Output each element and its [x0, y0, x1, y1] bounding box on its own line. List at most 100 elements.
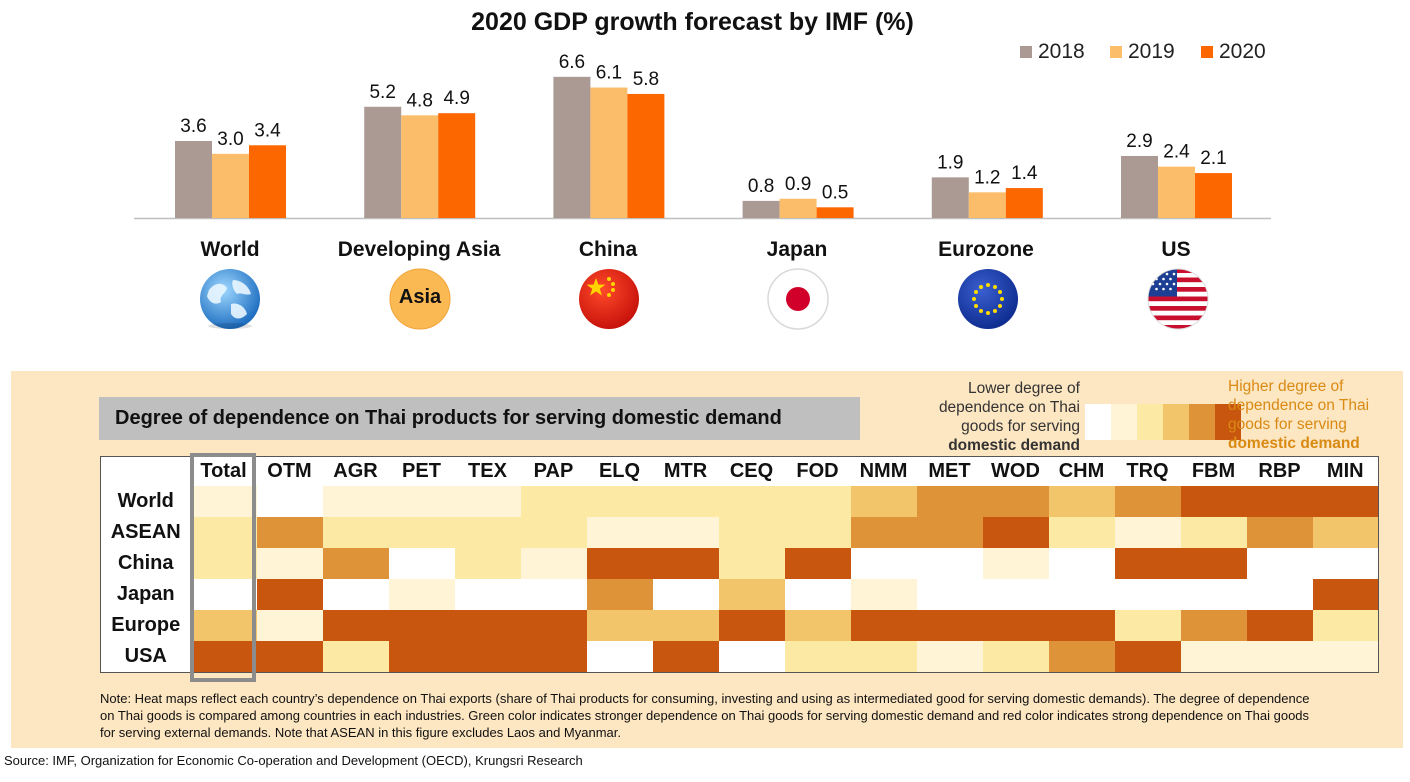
heatmap-legend-high-label: Higher degree of dependence on Thai good… — [1228, 377, 1408, 453]
heatmap-cell — [850, 579, 917, 610]
heatmap-cell — [1180, 486, 1247, 517]
bar-value-label: 6.1 — [596, 63, 622, 84]
heatmap-cell — [388, 517, 455, 548]
bar-value-label: 5.2 — [369, 82, 395, 103]
heatmap-scale-swatch-3 — [1163, 404, 1190, 440]
heatmap-cell — [784, 517, 851, 548]
bar-value-label: 5.8 — [633, 69, 659, 90]
heatmap-cell — [454, 517, 521, 548]
bar-eurozone-2018 — [931, 177, 969, 218]
bar-value-label: 1.9 — [937, 152, 963, 173]
legend-swatch-2018 — [1020, 46, 1032, 58]
heatmap-row-label: USA — [100, 641, 191, 673]
bar-world-2018 — [175, 141, 212, 218]
heatmap-cell — [1312, 579, 1379, 610]
heatmap-row-usa: USA — [100, 641, 1379, 673]
heatmap-cell — [190, 517, 257, 548]
heatmap-cell — [520, 579, 587, 610]
heatmap-cell — [1246, 579, 1313, 610]
heatmap-cell — [1048, 579, 1115, 610]
heatmap-cell — [388, 579, 455, 610]
heatmap-cell — [1246, 548, 1313, 579]
heatmap-col-header-min: MIN — [1312, 456, 1379, 486]
heatmap-cell — [1114, 641, 1181, 673]
heatmap-cell — [388, 548, 455, 579]
heatmap-cell — [1114, 579, 1181, 610]
heatmap-cell — [850, 610, 917, 641]
heatmap-cell — [652, 610, 719, 641]
heatmap-row-label: ASEAN — [100, 517, 191, 548]
heatmap-cell — [982, 548, 1049, 579]
country-label-us: US — [1161, 238, 1191, 261]
heatmap-cell — [1312, 610, 1379, 641]
heatmap-cell — [652, 517, 719, 548]
heatmap-cell — [1114, 486, 1181, 517]
footnote: Note: Heat maps reflect each country’s d… — [100, 691, 1310, 740]
asia-badge-icon — [389, 268, 451, 330]
heatmap-col-header-fod: FOD — [784, 456, 851, 486]
heatmap-scale-swatch-0 — [1085, 404, 1112, 440]
heatmap-cell — [388, 610, 455, 641]
heatmap-cell — [1114, 610, 1181, 641]
heatmap-col-header-fbm: FBM — [1180, 456, 1247, 486]
eu-flag-icon — [958, 269, 1018, 329]
source-line: Source: IMF, Organization for Economic C… — [4, 753, 583, 768]
heatmap-cell — [454, 486, 521, 517]
bar-value-label: 3.0 — [217, 129, 243, 150]
heatmap-cell — [1048, 641, 1115, 673]
bars-group: 3.6 3.0 3.4 5.2 4.8 4.9 6.6 6.1 5.8 0.8 0.9 0.5 1.9 1… — [175, 52, 1232, 219]
heatmap-cell — [1180, 579, 1247, 610]
legend-label-2018: 2018 — [1038, 40, 1085, 63]
heatmap-cell — [652, 486, 719, 517]
heatmap-cell — [520, 517, 587, 548]
bar-value-label: 1.2 — [974, 167, 1000, 188]
heatmap-cell — [322, 517, 389, 548]
heatmap-cell — [850, 548, 917, 579]
heatmap-cell — [982, 579, 1049, 610]
legend-item-2019: 2019 — [1110, 40, 1175, 64]
heatmap-cell — [190, 579, 257, 610]
heatmap-col-header-chm: CHM — [1048, 456, 1115, 486]
legend-item-2018: 2018 — [1020, 40, 1085, 64]
heatmap-cell — [586, 610, 653, 641]
heatmap-cell — [1180, 517, 1247, 548]
heatmap-row-label: World — [100, 486, 191, 517]
chart-title: 2020 GDP growth forecast by IMF (%) — [471, 8, 914, 36]
heatmap-cell — [1312, 641, 1379, 673]
heatmap-scale-swatch-5 — [1215, 404, 1241, 440]
heatmap-cell — [454, 641, 521, 673]
heatmap-col-header-otm: OTM — [256, 456, 323, 486]
legend-swatch-2020 — [1201, 46, 1213, 58]
heatmap-cell — [190, 610, 257, 641]
heatmap-cell — [916, 579, 983, 610]
heatmap-body: World ASEAN China Japan Europe USA — [100, 486, 1379, 673]
bar-value-label: 0.5 — [822, 182, 848, 203]
heatmap-cell — [322, 641, 389, 673]
bar-japan-2019 — [779, 198, 817, 218]
heatmap-cell — [982, 641, 1049, 673]
heatmap-legend-low-bold: domestic demand — [948, 437, 1080, 454]
bar-china-2020 — [627, 93, 665, 218]
bar-value-label: 2.4 — [1163, 142, 1190, 163]
heatmap-cell — [784, 548, 851, 579]
heatmap-cell — [256, 486, 323, 517]
bar-value-label: 4.9 — [443, 88, 469, 109]
bar-value-label: 1.4 — [1011, 163, 1038, 184]
heatmap-cell — [1312, 486, 1379, 517]
heatmap-cell — [586, 548, 653, 579]
bar-value-label: 2.1 — [1200, 148, 1226, 169]
bar-value-label: 3.6 — [180, 116, 206, 137]
heatmap-cell — [586, 641, 653, 673]
country-label-world: World — [200, 238, 260, 261]
heatmap-cell — [916, 517, 983, 548]
heatmap-cell — [256, 610, 323, 641]
heatmap-cell — [1048, 486, 1115, 517]
heatmap-cell — [256, 548, 323, 579]
heatmap-cell — [718, 641, 785, 673]
heatmap-cell — [388, 486, 455, 517]
heatmap-legend-high-bold: domestic demand — [1228, 435, 1360, 452]
heatmap-cell — [982, 486, 1049, 517]
heatmap-cell — [982, 517, 1049, 548]
heatmap-cell — [916, 610, 983, 641]
heatmap-header-row: Total OTM AGR PET TEX PAP ELQ MTR CEQ FOD NMM MET WO… — [100, 456, 1379, 486]
